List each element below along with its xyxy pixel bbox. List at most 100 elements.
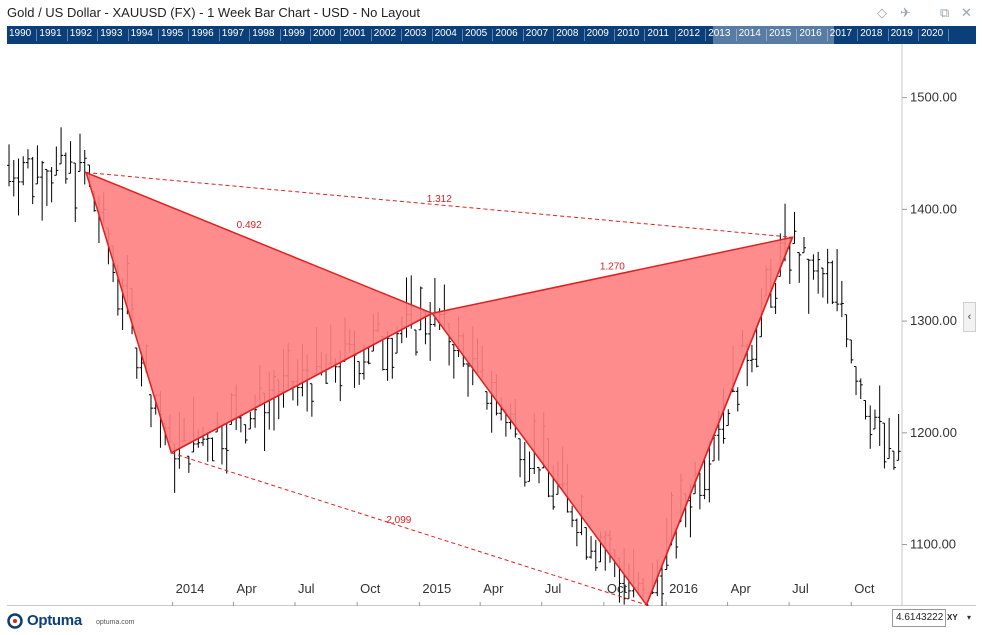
year-range-selector[interactable]: [713, 26, 834, 44]
year-separator: [826, 29, 828, 41]
x-tick-label: Apr: [236, 581, 257, 596]
collapse-panel-button[interactable]: ‹: [963, 302, 976, 332]
year-1999[interactable]: 1999: [282, 28, 305, 39]
year-separator: [66, 29, 68, 41]
year-separator: [279, 29, 281, 41]
window-title-bar: Gold / US Dollar - XAUUSD (FX) - 1 Week …: [0, 0, 982, 26]
year-separator: [310, 29, 311, 41]
chevron-down-icon[interactable]: ▾: [966, 613, 971, 622]
year-1990[interactable]: 1990: [9, 28, 32, 39]
year-2010[interactable]: 2010: [617, 28, 640, 39]
x-tick-label: Jul: [298, 581, 315, 596]
year-separator: [644, 29, 646, 41]
y-tick-label: 1500.00: [910, 90, 957, 105]
year-separator: [97, 29, 99, 41]
diamond-icon[interactable]: ◇: [877, 5, 887, 20]
year-separator: [796, 29, 798, 41]
year-navigator[interactable]: 1990 1991 1992 1993 1994 1995 1996 1997 1998 1999…: [7, 26, 976, 44]
year-separator: [431, 29, 433, 41]
ratio-label: 1.312: [427, 194, 452, 205]
year-separator: [887, 29, 889, 41]
year-separator: [583, 29, 585, 41]
year-2012[interactable]: 2012: [677, 28, 701, 39]
year-2018[interactable]: 2018: [860, 28, 883, 39]
year-1992[interactable]: 1992: [69, 28, 93, 39]
y-tick-label: 1400.00: [910, 201, 957, 216]
year-separator: [127, 29, 129, 41]
year-2011[interactable]: 2011: [647, 28, 669, 39]
y-tick-label: 1100.00: [910, 537, 956, 552]
ratio-label: 2.099: [386, 515, 411, 526]
restore-icon[interactable]: ⧉: [940, 5, 950, 20]
year-separator: [553, 29, 555, 41]
year-2007[interactable]: 2007: [525, 28, 549, 39]
year-separator: [249, 29, 251, 41]
year-separator: [188, 29, 190, 41]
year-2000[interactable]: 2000: [313, 28, 336, 39]
year-2009[interactable]: 2009: [586, 28, 609, 39]
cursor-value-box[interactable]: 4.6143222: [892, 609, 946, 627]
year-separator: [705, 29, 707, 41]
y-axis: 1500.00 1400.00 1300.00 1200.00 1100.00: [902, 90, 957, 552]
x-tick-label: 2014: [176, 581, 205, 596]
year-1991[interactable]: 1991: [39, 28, 62, 39]
year-2020[interactable]: 2020: [921, 28, 944, 39]
year-separator: [370, 29, 372, 41]
harmonic-pattern: 0.492 1.312 1.270 2.099: [84, 171, 794, 606]
year-separator: [218, 29, 220, 41]
x-tick-label: Oct: [854, 581, 875, 596]
year-separator: [158, 29, 159, 41]
x-tick-label: Oct: [360, 581, 381, 596]
year-2014[interactable]: 2014: [738, 28, 761, 39]
optuma-logo-icon: [7, 613, 23, 629]
year-separator: [857, 29, 859, 41]
year-separator: [36, 29, 38, 41]
year-2017[interactable]: 2017: [829, 28, 853, 39]
year-2006[interactable]: 2006: [495, 28, 518, 39]
year-2002[interactable]: 2002: [373, 28, 397, 39]
x-tick-label: Apr: [731, 581, 752, 596]
year-2003[interactable]: 2003: [404, 28, 427, 39]
year-2015[interactable]: 2015: [769, 28, 792, 39]
year-separator: [735, 29, 737, 41]
year-separator: [462, 29, 463, 41]
year-2004[interactable]: 2004: [434, 28, 457, 39]
year-2019[interactable]: 2019: [890, 28, 913, 39]
year-2008[interactable]: 2008: [556, 28, 579, 39]
year-2005[interactable]: 2005: [465, 28, 488, 39]
year-1994[interactable]: 1994: [130, 28, 153, 39]
year-2013[interactable]: 2013: [708, 28, 731, 39]
year-separator: [340, 29, 342, 41]
year-1996[interactable]: 1996: [191, 28, 214, 39]
y-tick-label: 1200.00: [910, 425, 957, 440]
year-separator: [766, 29, 767, 41]
close-icon[interactable]: ✕: [961, 5, 972, 20]
pattern-xd-dashed-line: [86, 171, 793, 238]
year-separator: [614, 29, 615, 41]
y-tick-label: 1300.00: [910, 313, 957, 328]
price-chart[interactable]: 0.492 1.312 1.270 2.099 1500.00 1400.00 1300.…: [7, 44, 976, 606]
year-2001[interactable]: 2001: [343, 28, 366, 39]
logo-text: Optuma: [27, 612, 82, 629]
x-tick-label: 2016: [669, 581, 698, 596]
x-tick-label: Apr: [483, 581, 504, 596]
x-tick-label: Jul: [545, 581, 562, 596]
year-2016[interactable]: 2016: [799, 28, 822, 39]
year-1997[interactable]: 1997: [221, 28, 245, 39]
year-separator: [918, 29, 919, 41]
x-tick-label: Oct: [607, 581, 628, 596]
pin-icon[interactable]: ✈: [900, 5, 911, 20]
x-tick-label: 2015: [422, 581, 451, 596]
year-separator: [492, 29, 494, 41]
year-1998[interactable]: 1998: [252, 28, 275, 39]
ratio-label: 1.270: [600, 261, 625, 272]
year-1993[interactable]: 1993: [100, 28, 123, 39]
ratio-label: 0.492: [237, 220, 262, 231]
xy-toggle-button[interactable]: XY: [947, 613, 958, 622]
x-tick-label: Jul: [792, 581, 809, 596]
year-separator: [674, 29, 676, 41]
site-label: optuma.com: [96, 619, 135, 626]
year-1995[interactable]: 1995: [161, 28, 184, 39]
optuma-logo: Optuma: [7, 611, 95, 631]
window-title: Gold / US Dollar - XAUUSD (FX) - 1 Week …: [7, 5, 420, 20]
